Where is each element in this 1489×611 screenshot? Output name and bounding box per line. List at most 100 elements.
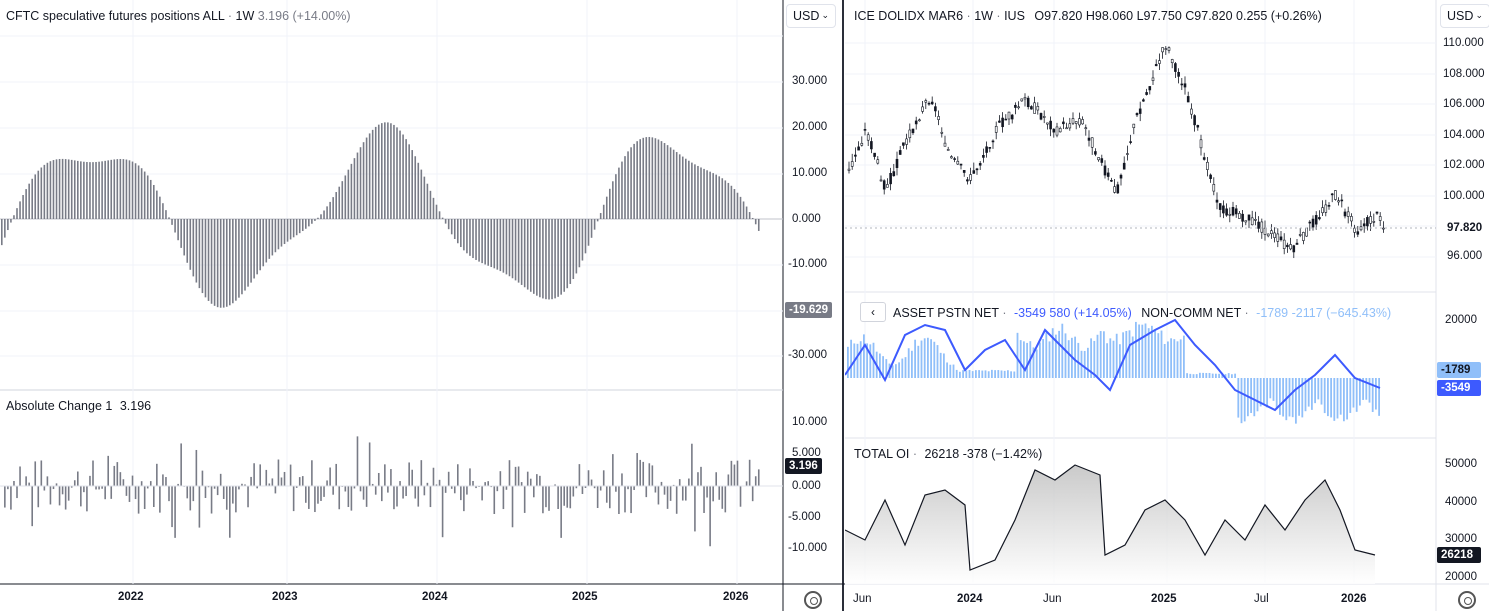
left-chart-canvas[interactable] [0, 0, 845, 611]
histogram-bar [502, 219, 505, 273]
candle-body [866, 134, 870, 141]
histogram-bar [149, 179, 152, 219]
candle-body [850, 161, 854, 167]
left-chart-pane[interactable]: CFTC speculative futures positions ALL ·… [0, 0, 845, 611]
change-bar [557, 486, 559, 509]
change-bar [499, 471, 502, 486]
change-bar [104, 486, 106, 500]
change-bar [460, 486, 462, 501]
change-bar [222, 486, 225, 499]
gear-icon[interactable] [1458, 591, 1476, 609]
noncomm-bar [927, 337, 929, 378]
left-currency-select[interactable]: USD ⌄ [786, 4, 836, 28]
histogram-bar [332, 197, 334, 219]
noncomm-bar [1352, 378, 1355, 408]
noncomm-bar [1109, 338, 1112, 378]
candle-body [940, 131, 944, 134]
change-bar [393, 486, 395, 510]
histogram-bar [593, 219, 596, 230]
change-bar [107, 455, 109, 486]
histogram-bar [83, 161, 85, 219]
change-bar [645, 486, 648, 498]
histogram-bar [426, 183, 429, 219]
gear-icon[interactable] [804, 591, 822, 609]
noncomm-bar [1365, 378, 1368, 400]
change-bar [25, 476, 27, 486]
histogram-bar [40, 167, 43, 219]
change-bar [493, 486, 496, 514]
candle-body [1270, 230, 1273, 234]
right-chart-canvas[interactable] [845, 0, 1489, 611]
change-bar [587, 470, 590, 486]
change-bar [736, 460, 739, 486]
histogram-bar [666, 145, 669, 219]
noncomm-bar [1218, 373, 1220, 378]
histogram-bar [49, 161, 52, 219]
noncomm-bar [1093, 340, 1096, 378]
change-bar [508, 460, 511, 486]
change-bar [207, 486, 210, 488]
histogram-bar [441, 217, 444, 219]
histogram-bar [417, 162, 420, 219]
histogram-bar [10, 219, 12, 223]
noncomm-bar [1355, 378, 1358, 412]
candle-body [1241, 213, 1244, 222]
histogram-bar [590, 219, 593, 238]
noncomm-bar [1311, 378, 1313, 410]
noncomm-bar [1144, 323, 1147, 378]
change-bar [320, 486, 322, 501]
left-time-label: 2025 [572, 591, 598, 603]
candle-body [946, 149, 950, 151]
left-last-value-tag: -19.629 [785, 302, 833, 318]
right-time-label: 2025 [1151, 593, 1177, 605]
change-bar [739, 486, 742, 507]
change-bar [648, 463, 651, 486]
histogram-bar [174, 219, 176, 233]
histogram-bar [633, 143, 635, 219]
candle-body [959, 163, 963, 166]
noncomm-bar [1295, 378, 1297, 424]
histogram-bar [128, 160, 131, 219]
change-bar [539, 475, 541, 486]
histogram-bar [277, 219, 280, 250]
histogram-bar [700, 167, 702, 219]
right-change: 0.255 (+0.26%) [1236, 9, 1322, 23]
change-bar [757, 469, 760, 486]
candle-body [1132, 123, 1136, 129]
histogram-bar [596, 219, 599, 222]
noncomm-bar [1346, 378, 1348, 420]
change-bar [554, 484, 556, 486]
noncomm-bar [1003, 370, 1006, 378]
noncomm-bar [1256, 378, 1259, 412]
candle-body [1138, 108, 1142, 114]
histogram-bar [371, 129, 374, 219]
oi-line [845, 464, 1376, 571]
histogram-bar [505, 219, 508, 275]
histogram-bar [475, 219, 477, 260]
candle-body [1186, 96, 1190, 103]
histogram-bar [186, 219, 189, 263]
histogram-bar [432, 197, 435, 219]
change-bar [609, 486, 611, 509]
candle-body [1122, 162, 1126, 170]
noncomm-bar [994, 370, 996, 378]
noncomm-bar [1368, 378, 1371, 403]
histogram-bar [691, 162, 693, 219]
ind2-val1: -1789 [1256, 306, 1289, 320]
candle-body [876, 159, 880, 164]
chevron-left-icon[interactable]: ‹ [860, 302, 886, 322]
change-bar [672, 484, 675, 486]
change-bar [447, 471, 450, 486]
candle-body [1094, 151, 1097, 155]
change-bar [469, 468, 471, 486]
right-currency-select[interactable]: USD ⌄ [1440, 4, 1489, 28]
histogram-bar [131, 161, 134, 219]
histogram-bar [101, 161, 103, 219]
candle-body [1129, 141, 1132, 143]
right-chart-pane[interactable]: ICE DOLIDX MAR6 · 1W · IUS O97.820 H98.0… [845, 0, 1489, 611]
histogram-bar [660, 141, 663, 219]
histogram-bar [405, 139, 407, 219]
change-bar [511, 486, 514, 528]
noncomm-bar [997, 370, 1000, 378]
change-bar [162, 474, 164, 486]
